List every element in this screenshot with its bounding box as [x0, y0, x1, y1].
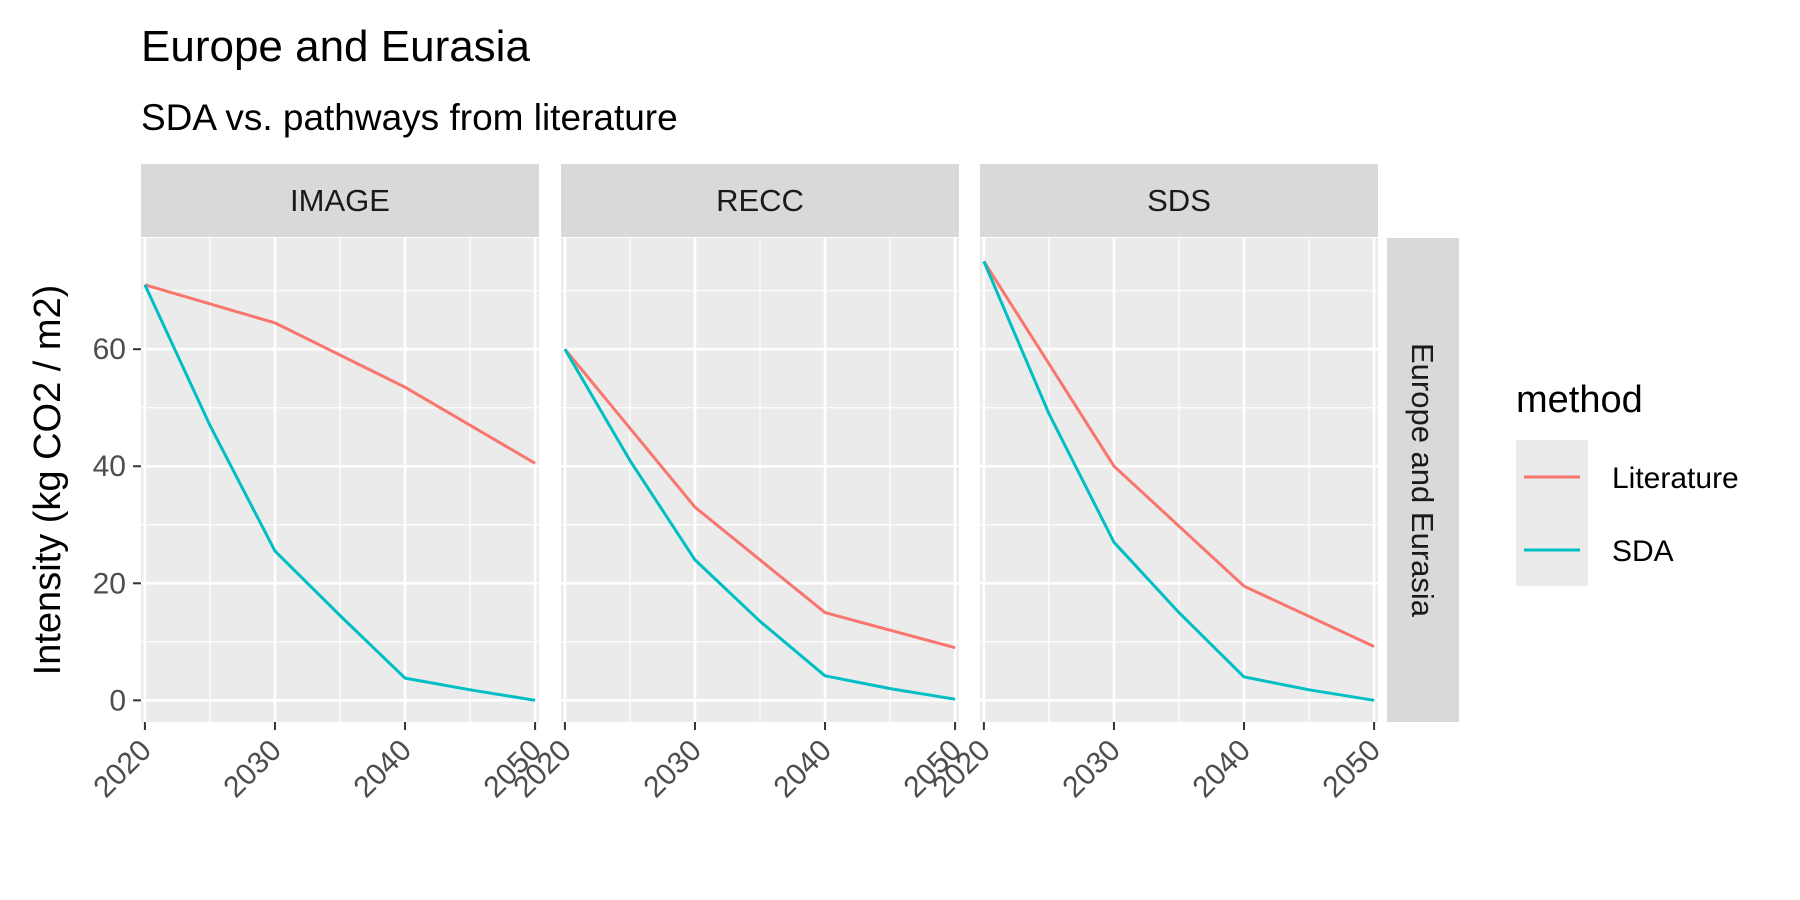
series-line-literature [563, 348, 956, 650]
legend: method Literature SDA [1516, 379, 1739, 586]
series-line-sda [982, 260, 1375, 702]
legend-label-literature: Literature [1612, 462, 1739, 495]
x-tick-label: 2040 [1186, 734, 1257, 805]
facet-strip-label: SDS [1147, 183, 1211, 218]
facet-strip [980, 164, 1378, 237]
y-tick-label: 40 [93, 450, 126, 483]
chart-title: Europe and Eurasia [141, 22, 530, 71]
y-tick-label: 20 [93, 567, 126, 600]
x-tick-label: 2030 [1056, 734, 1127, 805]
row-strip-label: Europe and Eurasia [1405, 343, 1440, 618]
x-tick-label: 2030 [637, 734, 708, 805]
legend-key-background [1516, 440, 1588, 586]
series-line-sda [143, 284, 536, 702]
series-line-sda [563, 348, 956, 701]
facet-strip-label: RECC [716, 183, 804, 218]
y-tick-label: 0 [109, 684, 126, 717]
x-tick-label: 2020 [87, 734, 158, 805]
row-strip-background [1387, 238, 1459, 722]
facet-strip [141, 164, 539, 237]
x-tick-label: 2050 [1317, 734, 1388, 805]
facet-strip [561, 164, 959, 237]
row-strip: Europe and Eurasia [1387, 238, 1459, 722]
x-tick-label: 2030 [217, 734, 288, 805]
y-axis-tick-labels: 0 20 40 60 [93, 333, 141, 717]
chart-subtitle: SDA vs. pathways from literature [141, 97, 678, 138]
y-tick-label: 60 [93, 333, 126, 366]
x-tick-label: 2040 [767, 734, 838, 805]
legend-label-sda: SDA [1612, 535, 1674, 568]
series-line-literature [144, 283, 536, 465]
y-axis-title: Intensity (kg CO2 / m2) [27, 285, 69, 676]
legend-title: method [1516, 379, 1643, 421]
x-tick-label: 2040 [347, 734, 418, 805]
series-line-literature [982, 260, 1375, 648]
facet-strip-label: IMAGE [290, 183, 390, 218]
